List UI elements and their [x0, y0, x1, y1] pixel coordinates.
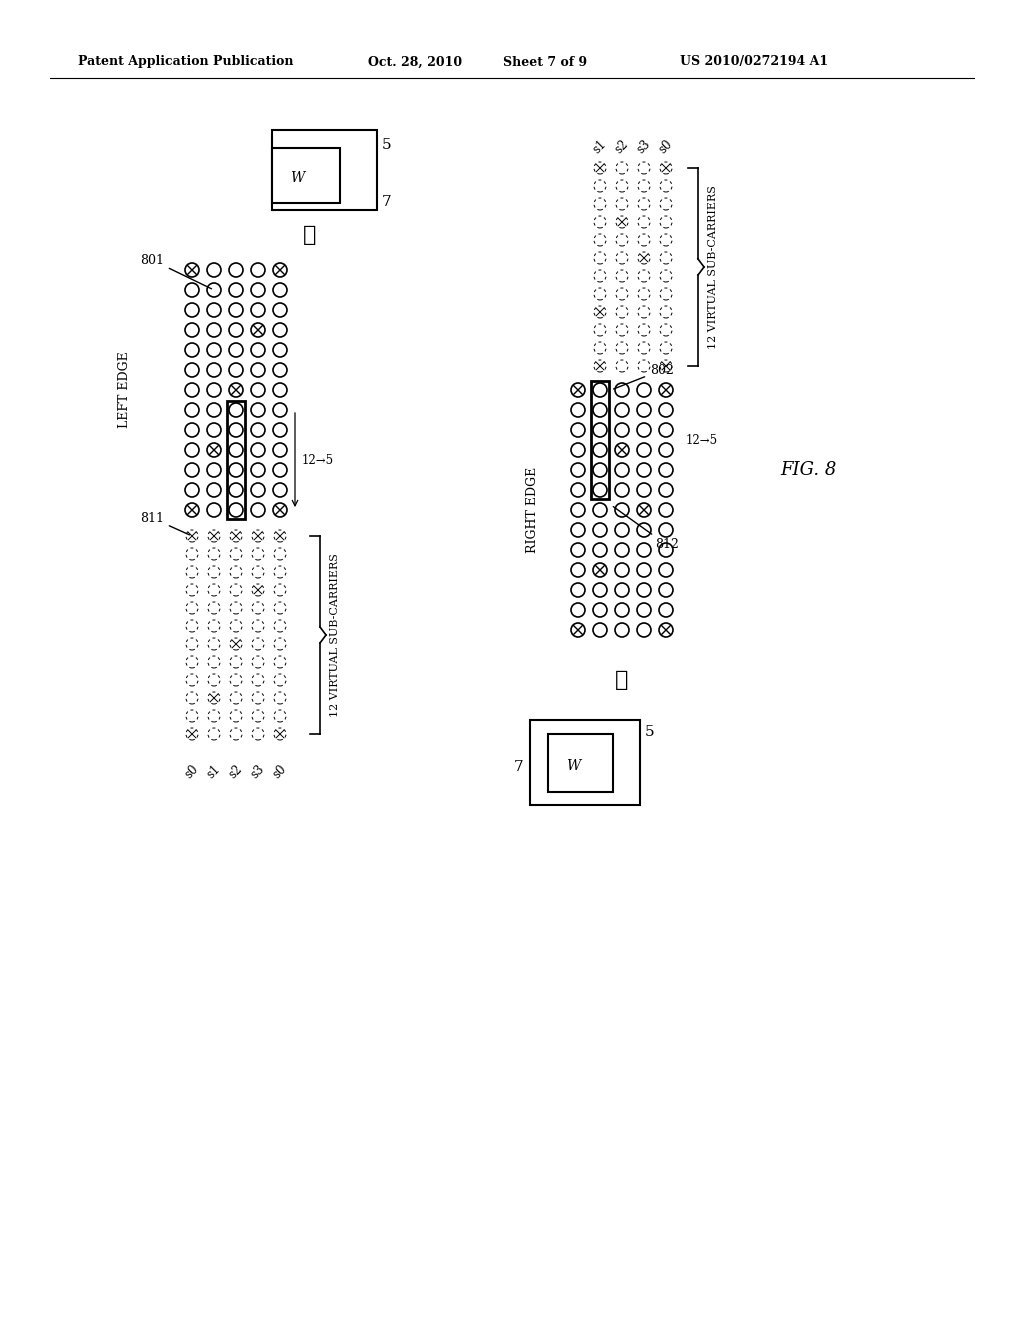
Text: US 2010/0272194 A1: US 2010/0272194 A1: [680, 55, 828, 69]
Text: s1: s1: [205, 762, 223, 780]
Text: W: W: [290, 172, 304, 185]
Text: 12 VIRTUAL SUB-CARRIERS: 12 VIRTUAL SUB-CARRIERS: [708, 185, 718, 348]
Text: 12 VIRTUAL SUB-CARRIERS: 12 VIRTUAL SUB-CARRIERS: [330, 553, 340, 717]
Text: W: W: [566, 759, 581, 774]
Text: FIG. 8: FIG. 8: [780, 461, 837, 479]
Text: 811: 811: [140, 511, 189, 535]
Text: 802: 802: [613, 363, 674, 389]
Text: s1: s1: [591, 137, 609, 156]
Bar: [548, 734, 613, 792]
Text: 7: 7: [514, 760, 523, 774]
Bar: [272, 148, 340, 203]
Text: RIGHT EDGE: RIGHT EDGE: [526, 467, 540, 553]
Bar: [272, 129, 377, 210]
Text: 801: 801: [140, 253, 212, 289]
Bar: [530, 719, 640, 805]
Text: Oct. 28, 2010: Oct. 28, 2010: [368, 55, 462, 69]
Bar: [591, 381, 609, 499]
Text: s2: s2: [226, 762, 246, 780]
Text: 12→5: 12→5: [686, 433, 718, 446]
Text: s0: s0: [270, 762, 290, 780]
Text: 812: 812: [613, 507, 679, 552]
Text: LEFT EDGE: LEFT EDGE: [118, 351, 130, 429]
Text: ⋯: ⋯: [303, 224, 316, 246]
Text: s3: s3: [249, 762, 267, 780]
Text: 7: 7: [382, 195, 391, 209]
Text: s3: s3: [635, 137, 653, 156]
Text: ⋯: ⋯: [615, 669, 629, 690]
Text: 12→5: 12→5: [302, 454, 334, 466]
Text: 5: 5: [382, 139, 391, 152]
Text: Sheet 7 of 9: Sheet 7 of 9: [503, 55, 587, 69]
Text: Patent Application Publication: Patent Application Publication: [78, 55, 294, 69]
Text: s0: s0: [182, 762, 202, 780]
Bar: [227, 401, 245, 519]
Text: s0: s0: [656, 137, 676, 156]
Text: s2: s2: [612, 137, 632, 156]
Text: 5: 5: [645, 725, 654, 739]
